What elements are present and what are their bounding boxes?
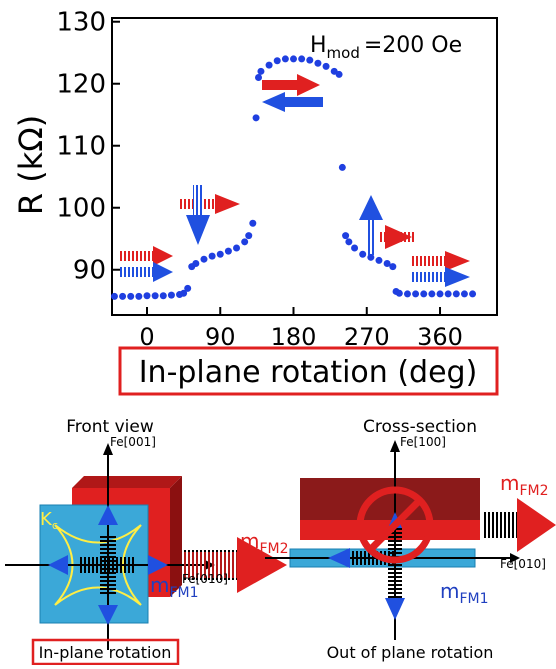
y-tick-label: 120 [56,70,106,100]
left-m1-main: m [150,573,169,597]
data-point [460,290,468,298]
annotation: Hmod =200 Oe [310,33,462,62]
annotation-rest: =200 Oe [364,33,462,58]
x-axis-label: In-plane rotation (deg) [139,355,478,390]
left-axis-v: Fe[001] [110,435,156,449]
cross-section-diagram [265,440,556,640]
data-point [375,256,383,264]
right-m1-main: m [440,579,459,603]
left-k-sub: c [52,519,58,532]
data-point [245,232,253,240]
data-point [412,290,420,298]
data-point [436,290,444,298]
x-tick-label: 270 [344,323,390,351]
data-point [469,290,477,298]
y-tick-label: 100 [56,194,106,224]
data-point [184,284,192,292]
data-point [273,57,281,65]
data-point [180,289,188,297]
x-tick-label: 180 [271,323,317,351]
left-title: Front view [66,417,154,437]
x-tick-label: 360 [417,323,463,351]
data-point [342,232,350,240]
data-point [389,263,397,271]
data-point [255,74,263,82]
data-point [192,260,200,268]
left-k: Kc [40,509,58,532]
right-caption: Out of plane rotation [327,643,494,662]
data-point [345,238,353,246]
right-axis-h: Fe[010] [500,557,546,571]
x-tick-label: 90 [205,323,236,351]
data-point [151,292,159,300]
data-point [359,250,367,258]
caption-box [31,638,180,666]
plot-frame [111,17,498,316]
data-point [127,292,135,300]
data-point [167,291,175,299]
data-point [335,70,343,78]
data-point [200,255,208,263]
data-point [233,244,241,252]
data-point [452,290,460,298]
right-axis-v: Fe[100] [400,435,446,449]
right-m2-sub: FM2 [519,483,548,499]
right-m1: mFM1 [440,579,489,607]
data-point [367,253,375,261]
y-tick-label: 110 [56,132,106,162]
chart-arrows [118,74,470,287]
data-point [119,292,127,300]
data-point [216,250,224,258]
data-point [351,244,359,252]
right-m2: mFM2 [500,471,549,499]
left-caption: In-plane rotation [39,643,172,662]
data-point [298,55,306,63]
left-m2-sub: FM2 [259,541,288,557]
annotation-sub: mod [327,44,360,62]
data-point [159,292,167,300]
data-point [290,55,298,63]
data-point [257,67,265,75]
left-m2-main: m [240,529,259,553]
right-m2-main: m [500,471,519,495]
data-point [224,247,232,255]
data-point [143,292,151,300]
data-point [135,292,143,300]
data-point [241,238,249,246]
left-axis-h: Fe[010] [182,572,228,586]
data-point [338,163,346,171]
data-point [265,61,273,69]
data-point [249,219,257,227]
data-point [428,290,436,298]
data-point [395,289,403,297]
left-m1-sub: FM1 [169,585,198,601]
data-point [403,290,411,298]
data-point [306,56,314,64]
annotation-main: H [310,33,327,58]
data-point [110,292,118,300]
x-label-box [118,346,499,396]
data-point [314,59,322,67]
left-m2: mFM2 [240,529,289,557]
data-point [322,62,330,70]
x-tick-label: 0 [139,323,154,351]
y-tick-label: 130 [56,8,106,38]
y-tick-label: 90 [73,256,106,286]
data-point [281,55,289,63]
data-point [383,260,391,268]
data-point [252,114,260,122]
data-point [420,290,428,298]
front-view-diagram [5,443,287,650]
data-point [444,290,452,298]
right-m1-sub: FM1 [459,591,488,607]
left-k-main: K [40,509,53,530]
y-axis-label: R (kΩ) [12,115,50,215]
data-point [208,252,216,260]
left-m1: mFM1 [150,573,199,601]
right-title: Cross-section [363,417,477,437]
